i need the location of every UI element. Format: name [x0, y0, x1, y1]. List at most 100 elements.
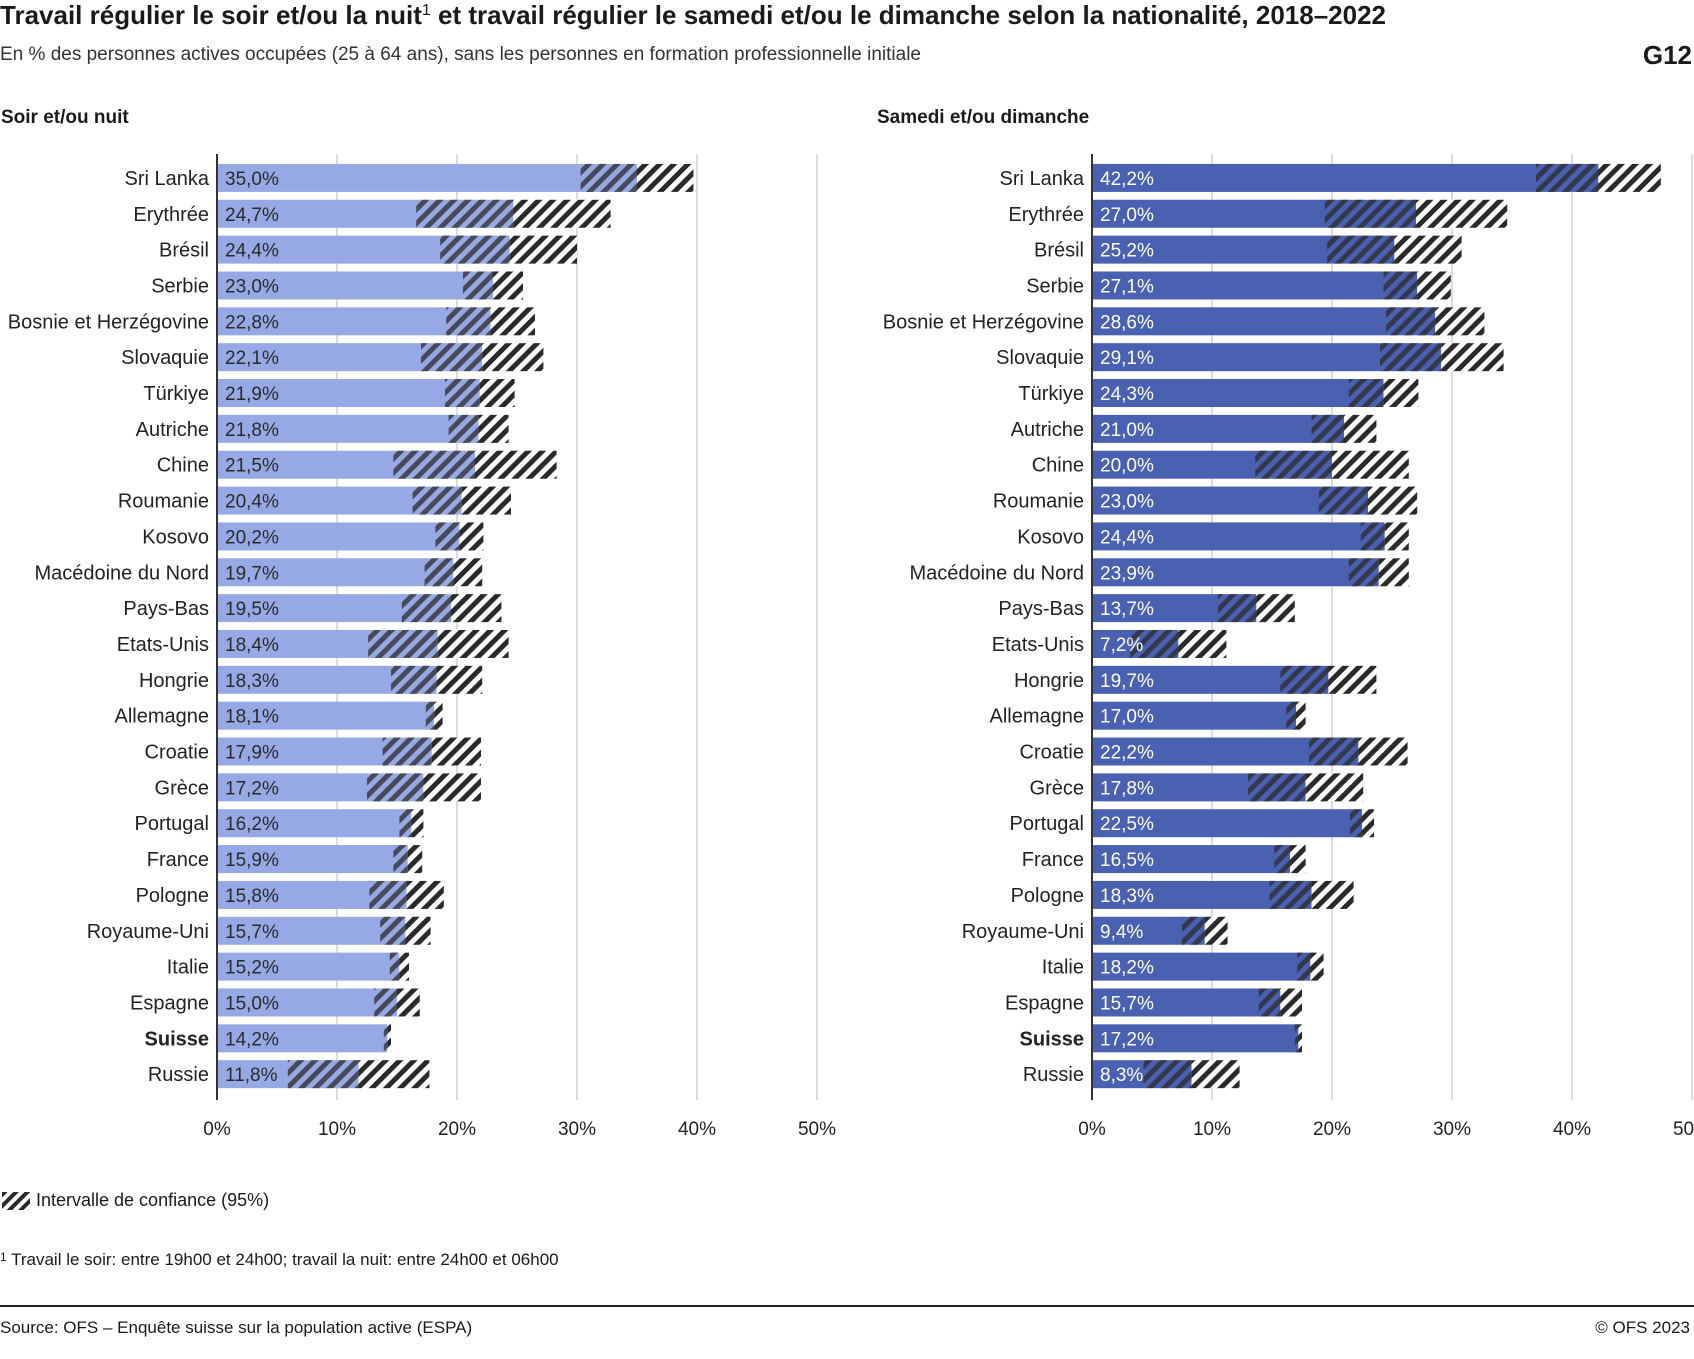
left-category-label: Portugal [135, 813, 210, 835]
left-category-label: Bosnie et Herzégovine [8, 311, 209, 333]
left-bar [217, 414, 479, 443]
left-value-label: 17,2% [225, 778, 279, 799]
left-bar [217, 379, 480, 408]
left-value-label: 24,4% [225, 241, 279, 262]
right-ci-lower [1255, 450, 1332, 479]
left-ci-upper [434, 701, 443, 730]
right-category-label: Croatie [1020, 742, 1084, 764]
right-ci-upper [1416, 199, 1508, 228]
left-ci-lower [368, 629, 438, 658]
left-bar [217, 522, 460, 551]
left-ci-upper [399, 952, 409, 981]
left-ci-lower [435, 522, 460, 551]
left-ci-upper [431, 737, 481, 766]
left-ci-lower [580, 163, 637, 192]
right-ci-upper [1332, 450, 1409, 479]
left-ci-upper [358, 1060, 430, 1089]
right-ci-upper [1394, 235, 1462, 264]
left-ci-upper [513, 199, 611, 228]
left-ci-upper [405, 916, 431, 945]
right-category-label: Sri Lanka [1000, 168, 1085, 190]
right-ci-lower [1324, 199, 1416, 228]
right-ci-lower [1318, 486, 1368, 515]
left-ci-upper [453, 558, 483, 587]
right-category-label: Royaume-Uni [962, 921, 1084, 943]
left-category-label: Grèce [155, 777, 209, 799]
left-value-label: 20,2% [225, 527, 279, 548]
right-value-label: 24,3% [1100, 384, 1154, 405]
right-bar [1092, 988, 1281, 1017]
right-category-label: Kosovo [1017, 526, 1084, 548]
right-category-label: Slovaquie [996, 347, 1084, 369]
left-x-tick-label: 50% [798, 1119, 836, 1140]
left-x-tick-label: 10% [318, 1119, 356, 1140]
left-value-label: 35,0% [225, 169, 279, 190]
footer-divider [0, 1305, 1694, 1307]
left-ci-upper [451, 594, 502, 623]
right-category-label: Italie [1042, 957, 1084, 979]
left-value-label: 24,7% [225, 205, 279, 226]
left-value-label: 18,4% [225, 635, 279, 656]
left-category-label: Türkiye [143, 383, 209, 405]
left-value-label: 19,7% [225, 563, 279, 584]
left-ci-lower [412, 486, 462, 515]
title-footnote-marker: 1 [421, 2, 431, 19]
chart-canvas: 0% 10% 20% 30% 40% 50% Sri Lanka 35,0% Erythrée 2… [8, 154, 1694, 1140]
right-ci-lower [1350, 809, 1362, 838]
left-category-label: Roumanie [118, 491, 209, 513]
left-ci-lower [382, 737, 432, 766]
right-ci-upper [1368, 486, 1418, 515]
right-value-label: 25,2% [1100, 241, 1154, 262]
right-ci-upper [1598, 163, 1661, 192]
right-category-label: Grèce [1030, 777, 1084, 799]
right-category-label: Autriche [1011, 419, 1084, 441]
left-category-label: Erythrée [133, 204, 209, 226]
left-ci-upper [461, 486, 511, 515]
right-category-label: Macédoine du Nord [909, 562, 1084, 584]
right-value-label: 16,5% [1100, 850, 1154, 871]
right-ci-upper [1310, 952, 1324, 981]
left-x-tick-label: 0% [203, 1119, 231, 1140]
left-value-label: 22,1% [225, 348, 279, 369]
right-ci-lower [1269, 880, 1312, 909]
left-category-label: Autriche [136, 419, 209, 441]
left-ci-lower [421, 343, 483, 372]
right-bar [1092, 845, 1290, 874]
left-ci-upper [423, 773, 481, 802]
left-value-label: 18,3% [225, 671, 279, 692]
left-value-label: 21,5% [225, 456, 279, 477]
left-ci-upper [459, 522, 484, 551]
left-category-label: Pologne [136, 885, 209, 907]
left-ci-lower [440, 235, 510, 264]
panel-title-left: Soir et/ou nuit [1, 107, 129, 128]
right-ci-lower [1348, 379, 1384, 408]
left-ci-upper [482, 343, 544, 372]
left-x-tick-label: 20% [438, 1119, 476, 1140]
left-bar [217, 163, 637, 192]
left-ci-lower [389, 952, 400, 981]
copyright: © OFS 2023 [1595, 1318, 1690, 1337]
right-category-label: France [1022, 849, 1084, 871]
right-bar [1092, 307, 1436, 336]
right-value-label: 7,2% [1100, 635, 1143, 656]
left-category-label: Sri Lanka [125, 168, 210, 190]
right-ci-upper [1435, 307, 1485, 336]
right-ci-upper [1256, 594, 1295, 623]
left-category-label: Allemagne [114, 706, 209, 728]
title-rest: et travail régulier le samedi et/ou le d… [430, 0, 1386, 30]
right-value-label: 23,9% [1100, 563, 1154, 584]
left-category-label: Slovaquie [121, 347, 209, 369]
left-ci-lower [463, 271, 493, 300]
source-note: Source: OFS – Enquête suisse sur la popu… [0, 1318, 473, 1337]
right-value-label: 13,7% [1100, 599, 1154, 620]
right-ci-upper [1378, 558, 1409, 587]
left-value-label: 15,0% [225, 993, 279, 1014]
left-bar [217, 271, 493, 300]
right-ci-upper [1290, 845, 1306, 874]
right-value-label: 29,1% [1100, 348, 1154, 369]
left-value-label: 20,4% [225, 492, 279, 513]
left-category-label: Royaume-Uni [87, 921, 209, 943]
right-ci-upper [1441, 343, 1504, 372]
left-value-label: 23,0% [225, 276, 279, 297]
right-x-tick-label: 0% [1078, 1119, 1106, 1140]
